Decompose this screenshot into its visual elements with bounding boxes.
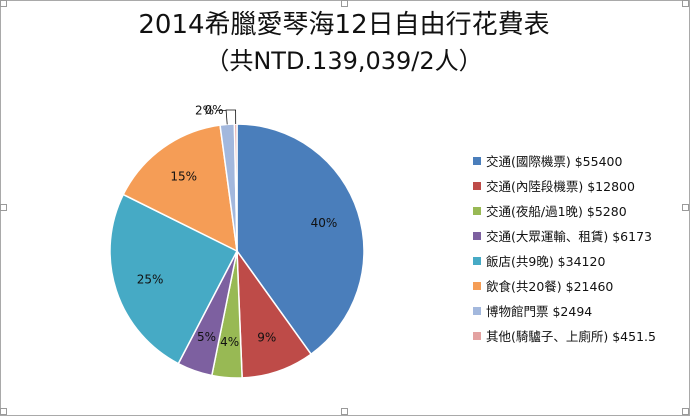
- resize-handle-left[interactable]: [0, 204, 7, 211]
- slice-label-1: 9%: [257, 331, 276, 345]
- legend-swatch-3: [473, 231, 481, 240]
- slice-label-7: 0%: [205, 103, 224, 117]
- legend-swatch-5: [473, 281, 481, 290]
- legend-label-4: 飯店(共9晚) $34120: [486, 254, 606, 269]
- legend-item-1: 交通(內陸段機票) $12800: [473, 173, 656, 198]
- legend-item-3: 交通(大眾運輸、租賃) $6173: [473, 223, 656, 248]
- pie-slice-4: [109, 193, 239, 365]
- chart-title: 2014希臘愛琴海12日自由行花費表: [138, 10, 550, 40]
- resize-handle-top-left[interactable]: [0, 0, 7, 7]
- legend-item-0: 交通(國際機票) $55400: [473, 148, 656, 173]
- resize-handle-top-right[interactable]: [682, 0, 689, 7]
- legend-label-2: 交通(夜船/過1晚) $5280: [486, 204, 627, 219]
- legend-label-3: 交通(大眾運輸、租賃) $6173: [486, 229, 652, 244]
- slice-label-0: 40%: [311, 216, 338, 230]
- legend-item-4: 飯店(共9晚) $34120: [473, 248, 656, 273]
- leader-line-7: [225, 109, 237, 125]
- legend-label-0: 交通(國際機票) $55400: [486, 154, 623, 169]
- resize-handle-bottom-right[interactable]: [682, 408, 689, 415]
- chart-subtitle: （共NTD.139,039/2人）: [205, 47, 483, 75]
- legend-label-5: 飲食(共20餐) $21460: [486, 279, 614, 294]
- legend-swatch-0: [473, 156, 481, 165]
- slice-label-4: 25%: [137, 272, 164, 286]
- legend-swatch-2: [473, 206, 481, 215]
- legend-label-7: 其他(騎驢子、上廁所) $451.5: [486, 329, 656, 344]
- resize-handle-top[interactable]: [341, 0, 348, 7]
- legend-swatch-6: [473, 306, 481, 315]
- slice-label-2: 4%: [220, 335, 239, 349]
- legend: 交通(國際機票) $55400 交通(內陸段機票) $12800 交通(夜船/過1晚…: [473, 148, 656, 348]
- pie-slice-5: [122, 124, 238, 253]
- legend-swatch-1: [473, 181, 481, 190]
- slice-label-6: 2%: [195, 103, 214, 117]
- slice-label-3: 5%: [197, 330, 216, 344]
- legend-label-6: 博物館門票 $2494: [486, 304, 593, 319]
- legend-item-5: 飲食(共20餐) $21460: [473, 273, 656, 298]
- legend-item-6: 博物館門票 $2494: [473, 298, 656, 323]
- legend-label-1: 交通(內陸段機票) $12800: [486, 179, 635, 194]
- slice-label-5: 15%: [170, 170, 197, 184]
- legend-item-7: 其他(騎驢子、上廁所) $451.5: [473, 323, 656, 348]
- legend-swatch-4: [473, 256, 481, 265]
- resize-handle-bottom-left[interactable]: [0, 408, 7, 415]
- resize-handle-right[interactable]: [682, 204, 689, 211]
- resize-handle-bottom[interactable]: [341, 408, 348, 415]
- pie-slice-0: [236, 123, 365, 356]
- legend-swatch-7: [473, 331, 481, 340]
- legend-item-2: 交通(夜船/過1晚) $5280: [473, 198, 656, 223]
- pie-slice-7: [233, 123, 238, 252]
